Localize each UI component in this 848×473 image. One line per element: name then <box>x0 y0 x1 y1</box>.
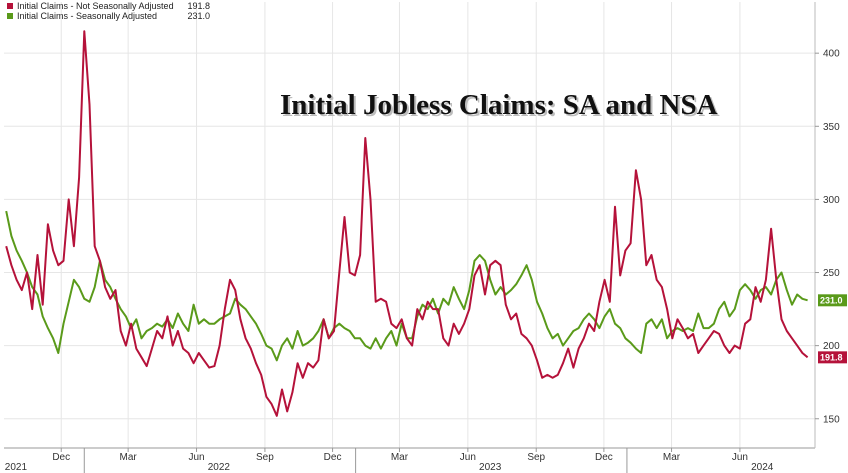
legend-value-1: 231.0 <box>187 11 210 21</box>
x-tick-label: Jun <box>188 452 204 463</box>
series-line-0 <box>5 30 809 417</box>
x-tick-label: Mar <box>120 452 138 463</box>
gridlines <box>4 2 815 448</box>
year-label: 2021 <box>5 462 28 473</box>
x-tick-label: Dec <box>324 452 342 463</box>
y-tick-label: 200 <box>823 341 840 352</box>
legend-swatch-0 <box>7 3 13 9</box>
end-label-0: 191.8 <box>820 353 843 363</box>
x-tick-label: Mar <box>663 452 681 463</box>
end-label-box-0 <box>818 351 847 364</box>
legend-value-0: 191.8 <box>187 1 210 11</box>
end-label-1: 231.0 <box>820 296 843 306</box>
y-tick-label: 250 <box>823 268 840 279</box>
x-tick-label: Jun <box>460 452 476 463</box>
legend-label-0: Initial Claims - Not Seasonally Adjusted <box>17 1 174 11</box>
x-tick-label: Dec <box>52 452 70 463</box>
year-label: 2024 <box>751 462 774 473</box>
end-label-box-1 <box>818 294 847 307</box>
y-tick-label: 400 <box>823 49 840 60</box>
chart-title: Initial Jobless Claims: SA and NSA <box>280 89 718 121</box>
x-tick-label: Sep <box>527 452 545 463</box>
x-axis-ticks: Dec Mar Jun Sep Dec Mar Jun Sep Dec Mar Jun <box>52 448 748 463</box>
y-tick-label: 150 <box>823 414 840 425</box>
x-tick-label: Mar <box>391 452 409 463</box>
legend-swatch-1 <box>7 13 13 19</box>
end-value-labels: 191.8 231.0 <box>818 294 847 364</box>
year-label: 2022 <box>208 462 231 473</box>
year-label: 2023 <box>479 462 502 473</box>
legend: Initial Claims - Not Seasonally Adjusted… <box>7 1 210 21</box>
year-labels: 2021 2022 2023 2024 <box>5 448 774 473</box>
y-axis-ticks: 150 200 250 300 350 400 <box>815 49 840 425</box>
x-tick-label: Dec <box>595 452 613 463</box>
series-layer <box>5 30 809 417</box>
legend-label-1: Initial Claims - Seasonally Adjusted <box>17 11 157 21</box>
x-tick-label: Jun <box>732 452 748 463</box>
y-tick-label: 300 <box>823 195 840 206</box>
y-tick-label: 350 <box>823 122 840 133</box>
chart-title-shadow: Initial Jobless Claims: SA and NSA <box>282 91 720 123</box>
x-tick-label: Sep <box>256 452 274 463</box>
